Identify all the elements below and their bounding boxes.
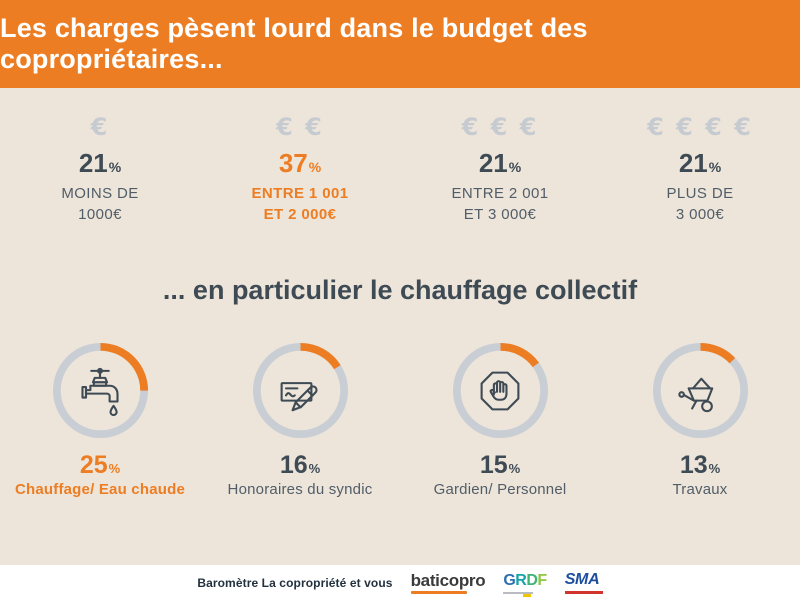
grdf-logo-text: GRDF bbox=[503, 571, 547, 589]
charge-label: Travaux bbox=[672, 481, 728, 498]
progress-ring bbox=[652, 342, 749, 439]
budget-label-line1: ENTRE 1 001 bbox=[251, 185, 349, 202]
ring-chart bbox=[452, 342, 548, 439]
percent-sign: % bbox=[108, 461, 121, 476]
budget-label-line2: ET 3 000€ bbox=[463, 206, 537, 223]
ring-chart bbox=[652, 342, 748, 439]
budget-label-line2: 1000€ bbox=[78, 206, 122, 223]
charges-section: 25% Chauffage/ Eau chaude 16% Honoraires… bbox=[0, 342, 800, 498]
progress-ring bbox=[52, 342, 149, 439]
percent-value: 15 bbox=[479, 451, 508, 479]
budget-label-line2: 3 000€ bbox=[675, 206, 725, 223]
budget-item-entre-1001-2000: € € 37% ENTRE 1 001 ET 2 000€ bbox=[200, 112, 400, 225]
charge-value: 13% bbox=[600, 451, 800, 479]
budget-label-line1: MOINS DE bbox=[61, 185, 139, 202]
ring-chart bbox=[52, 342, 148, 439]
baticopro-logo-text: baticopro bbox=[410, 571, 486, 590]
budget-item-plus-3000: € € € € 21% PLUS DE 3 000€ bbox=[600, 112, 800, 225]
charge-value: 15% bbox=[400, 451, 600, 479]
percent-value: 21 bbox=[678, 148, 708, 178]
sma-logo: SMA bbox=[564, 571, 603, 594]
charge-item-honoraires: 16% Honoraires du syndic bbox=[200, 342, 400, 498]
charge-value: 16% bbox=[200, 451, 400, 479]
percent-value: 25 bbox=[79, 451, 108, 479]
budget-value: 21% bbox=[0, 148, 200, 178]
ring-chart bbox=[252, 342, 348, 439]
percent-sign: % bbox=[308, 159, 322, 175]
budget-value: 21% bbox=[600, 148, 800, 178]
percent-sign: % bbox=[708, 159, 722, 175]
percent-sign: % bbox=[108, 159, 122, 175]
footer-caption: Baromètre La copropriété et vous bbox=[197, 576, 393, 590]
budget-label: PLUS DE 3 000€ bbox=[600, 183, 800, 225]
percent-value: 21 bbox=[478, 148, 508, 178]
budget-item-moins-1000: € 21% MOINS DE 1000€ bbox=[0, 112, 200, 225]
euro-icon: € € € bbox=[461, 113, 539, 141]
progress-ring bbox=[452, 342, 549, 439]
charge-item-gardien: 15% Gardien/ Personnel bbox=[400, 342, 600, 498]
budget-label: MOINS DE 1000€ bbox=[0, 183, 200, 225]
charge-label: Honoraires du syndic bbox=[227, 481, 373, 498]
euro-icon: € € bbox=[276, 113, 324, 141]
charge-value: 25% bbox=[0, 451, 200, 479]
percent-sign: % bbox=[708, 461, 721, 476]
budget-label: ENTRE 2 001 ET 3 000€ bbox=[400, 183, 600, 225]
percent-value: 13 bbox=[679, 451, 708, 479]
baticopro-tagline-bar bbox=[410, 591, 467, 594]
header-banner: Les charges pèsent lourd dans le budget … bbox=[0, 0, 800, 88]
budget-section: € 21% MOINS DE 1000€ € € 37% ENTRE 1 001 E… bbox=[0, 112, 800, 225]
budget-value: 37% bbox=[200, 148, 400, 178]
stop-hand-icon bbox=[480, 371, 520, 410]
section-subtitle: ... en particulier le chauffage collecti… bbox=[162, 275, 638, 305]
cheque-pen-icon bbox=[280, 381, 318, 411]
euro-icon: € € € € bbox=[647, 113, 753, 141]
faucet-icon bbox=[81, 367, 119, 416]
grdf-logo: GRDF bbox=[503, 571, 547, 597]
budget-label-line1: PLUS DE bbox=[666, 185, 734, 202]
percent-value: 16 bbox=[279, 451, 308, 479]
budget-item-entre-2001-3000: € € € 21% ENTRE 2 001 ET 3 000€ bbox=[400, 112, 600, 225]
percent-value: 21 bbox=[78, 148, 108, 178]
percent-sign: % bbox=[308, 461, 321, 476]
charge-label: Gardien/ Personnel bbox=[433, 481, 567, 498]
charge-item-chauffage: 25% Chauffage/ Eau chaude bbox=[0, 342, 200, 498]
wheelbarrow-icon bbox=[678, 377, 714, 412]
budget-value: 21% bbox=[400, 148, 600, 178]
euro-icon: € bbox=[90, 113, 110, 141]
budget-label-line2: ET 2 000€ bbox=[263, 206, 337, 223]
grdf-tagline-bar bbox=[503, 591, 534, 597]
baticopro-logo: baticopro bbox=[410, 571, 486, 594]
percent-sign: % bbox=[508, 159, 522, 175]
progress-ring bbox=[252, 342, 349, 439]
sma-logo-text: SMA bbox=[564, 571, 600, 589]
charge-label: Chauffage/ Eau chaude bbox=[14, 481, 186, 498]
percent-value: 37 bbox=[278, 148, 308, 178]
budget-label-line1: ENTRE 2 001 bbox=[451, 185, 549, 202]
page-title: Les charges pèsent lourd dans le budget … bbox=[0, 13, 588, 74]
percent-sign: % bbox=[508, 461, 521, 476]
sma-tagline-bar bbox=[564, 591, 603, 594]
budget-label: ENTRE 1 001 ET 2 000€ bbox=[200, 183, 400, 225]
charge-item-travaux: 13% Travaux bbox=[600, 342, 800, 498]
footer: Baromètre La copropriété et vous baticop… bbox=[0, 565, 800, 601]
